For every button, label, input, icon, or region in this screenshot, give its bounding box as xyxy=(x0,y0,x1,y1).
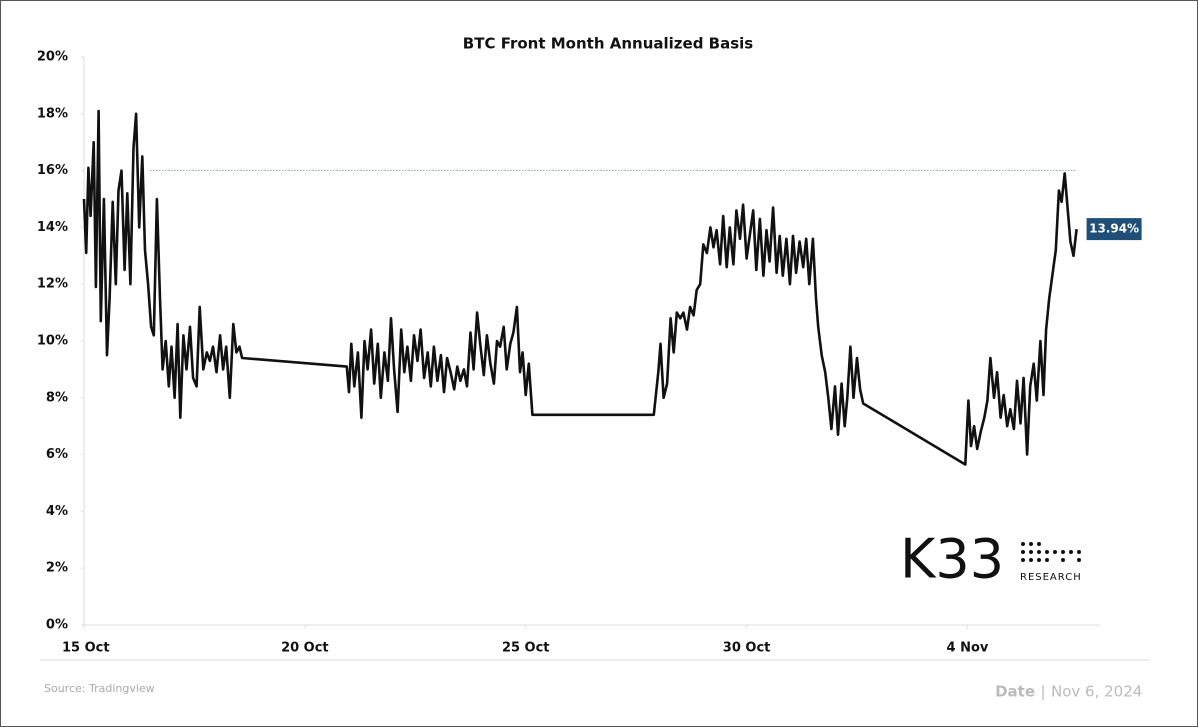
end-label: 13.94% xyxy=(1089,222,1139,236)
y-tick-label: 4% xyxy=(46,504,68,519)
y-tick-label: 14% xyxy=(37,220,68,235)
source: Source: Tradingview xyxy=(44,682,155,695)
x-tick-label: 25 Oct xyxy=(502,641,550,656)
y-tick-label: 18% xyxy=(37,106,68,121)
logo-subtitle: RESEARCH xyxy=(1020,572,1082,583)
y-tick-label: 10% xyxy=(37,334,68,349)
logo-name: K33 xyxy=(900,528,1004,591)
y-tick-label: 6% xyxy=(46,447,68,462)
x-tick-label: 15 Oct xyxy=(62,641,110,656)
end-label-box xyxy=(1086,218,1142,241)
divider: | xyxy=(1040,683,1045,701)
y-tick-label: 12% xyxy=(37,277,68,292)
x-tick-label: 20 Oct xyxy=(281,641,329,656)
y-tick-label: 20% xyxy=(37,50,68,65)
logo-dots xyxy=(1021,542,1081,562)
chart-title: BTC Front Month Annualized Basis xyxy=(463,35,753,53)
y-tick-label: 16% xyxy=(37,163,68,178)
x-tick-label: 4 Nov xyxy=(947,641,989,656)
y-tick-label: 2% xyxy=(46,561,68,576)
y-tick-label: 8% xyxy=(46,390,68,405)
y-tick-label: 0% xyxy=(46,618,68,633)
line xyxy=(82,109,1078,466)
date-label: Date xyxy=(995,683,1035,701)
x-tick-label: 30 Oct xyxy=(723,641,771,656)
date: Nov 6, 2024 xyxy=(1051,683,1142,701)
